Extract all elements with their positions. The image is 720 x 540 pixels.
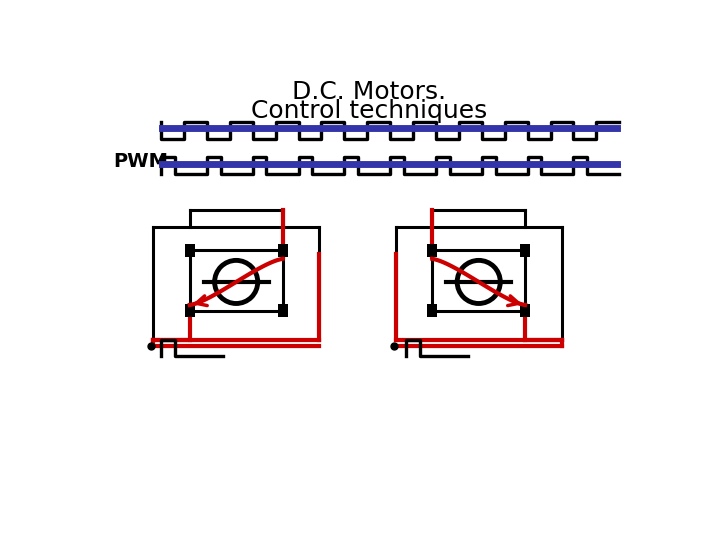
Bar [520, 304, 530, 318]
Bar [428, 304, 437, 318]
Bar [277, 244, 287, 257]
Bar [277, 304, 287, 318]
Bar [185, 304, 195, 318]
Text: D.C. Motors.: D.C. Motors. [292, 80, 446, 104]
Bar [428, 244, 437, 257]
Text: PWM: PWM [113, 152, 168, 171]
Text: Control techniques: Control techniques [251, 99, 487, 123]
Bar [185, 244, 195, 257]
Bar [520, 244, 530, 257]
